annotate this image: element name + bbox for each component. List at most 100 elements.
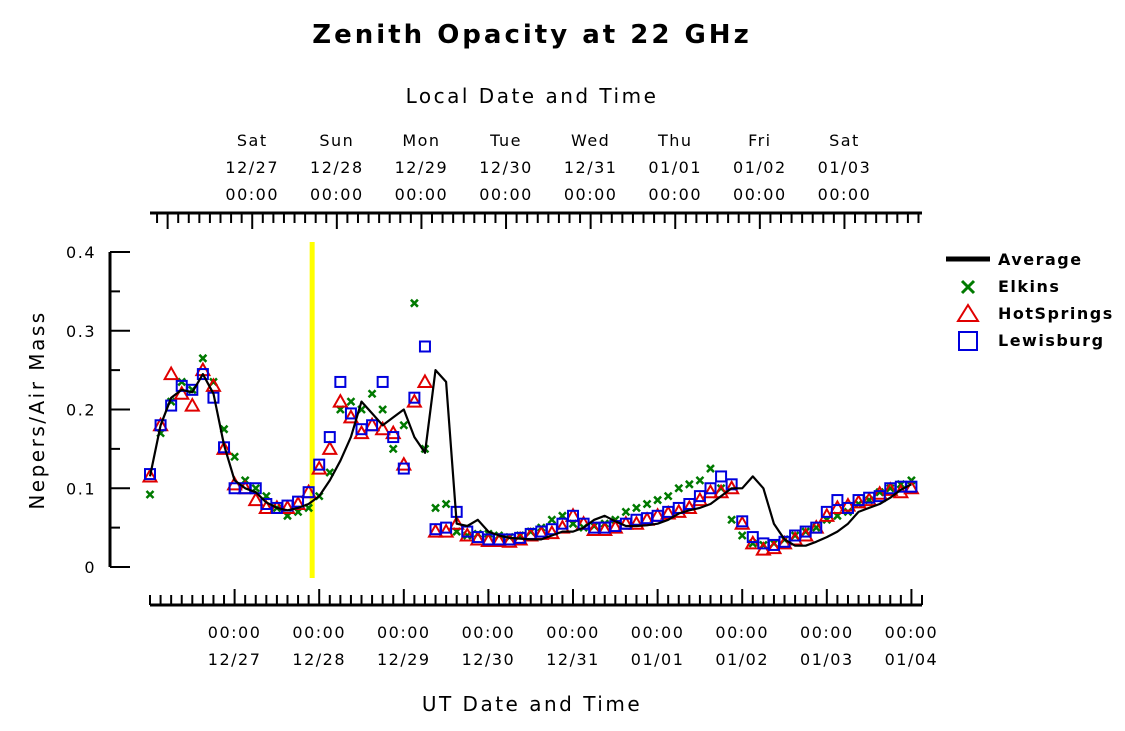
hotsprings-point	[332, 393, 349, 408]
legend-square-swatch	[958, 331, 978, 351]
lewisburg-point	[693, 490, 706, 503]
lewisburg-point	[873, 490, 886, 503]
bottom-tick-date: 01/02	[715, 650, 769, 669]
legend-label: Average	[998, 250, 1083, 269]
lewisburg-point	[292, 495, 305, 508]
lewisburg-point	[344, 407, 357, 420]
axes: 0 0.1 0.2 0.3 0.4 00:00 12/27 00:00 12/28 00:00 12…	[66, 131, 939, 669]
bottom-tick-time: 00:00	[462, 623, 516, 642]
elkins-point	[399, 420, 409, 430]
hotsprings-point	[258, 499, 275, 514]
elkins-point	[695, 475, 705, 485]
hotsprings-point	[162, 365, 180, 381]
bottom-tick-date: 12/27	[208, 650, 262, 669]
hotsprings-point	[797, 526, 814, 542]
elkins-point	[410, 298, 419, 308]
lewisburg-point	[820, 505, 833, 518]
lewisburg-point	[556, 517, 569, 530]
hotsprings-point	[184, 397, 201, 412]
bottom-tick-time: 00:00	[715, 623, 769, 642]
top-tick-date: 12/31	[564, 158, 618, 177]
hotsprings-point	[353, 424, 370, 440]
hotsprings-point	[416, 373, 434, 388]
series-lewisburg	[144, 340, 918, 551]
hotsprings-point	[585, 521, 603, 536]
hotsprings-point	[342, 408, 360, 424]
top-tick-time: 00:00	[818, 185, 872, 204]
top-tick-day: Mon	[402, 131, 440, 150]
y-tick-label: 0.2	[66, 401, 96, 420]
hotsprings-point	[501, 533, 518, 548]
elkins-point	[346, 397, 356, 407]
top-tick-date: 01/02	[733, 158, 787, 177]
y-tick-label: 0.1	[66, 479, 96, 498]
hotsprings-point	[829, 499, 846, 514]
hotsprings-point	[691, 491, 709, 507]
elkins-point	[367, 389, 377, 399]
elkins-point	[388, 444, 398, 454]
top-tick-time: 00:00	[310, 185, 364, 204]
legend-label: HotSprings	[998, 304, 1114, 323]
top-tick-day: Wed	[571, 131, 610, 150]
hotsprings-point	[490, 532, 508, 548]
top-tick-time: 00:00	[479, 185, 533, 204]
lewisburg-point	[567, 509, 580, 522]
hotsprings-point	[469, 530, 487, 546]
elkins-point	[621, 507, 631, 517]
elkins-point	[378, 405, 388, 414]
legend-label: Elkins	[998, 277, 1060, 296]
lewisburg-point	[186, 383, 199, 396]
bottom-tick-time: 00:00	[208, 623, 262, 642]
hotsprings-point	[818, 507, 836, 522]
top-tick-date: 12/30	[479, 158, 533, 177]
bottom-axis-label: UT Date and Time	[422, 692, 642, 716]
lewisburg-point	[810, 521, 823, 534]
top-tick-time: 00:00	[564, 185, 618, 204]
hotsprings-point	[659, 504, 677, 520]
y-tick-label: 0.3	[66, 322, 96, 341]
top-tick-date: 12/29	[395, 158, 449, 177]
series-average	[148, 369, 912, 547]
elkins-point	[632, 503, 641, 513]
hotsprings-point	[215, 440, 233, 455]
y-axis-label: Nepers/Air Mass	[25, 310, 49, 509]
elkins-point	[177, 377, 187, 387]
legend-triangle-swatch	[956, 303, 980, 322]
hotsprings-point	[670, 503, 687, 518]
elkins-point	[727, 515, 737, 525]
elkins-point	[642, 499, 652, 509]
top-tick-date: 12/28	[310, 158, 364, 177]
lewisburg-point	[831, 494, 844, 507]
bottom-tick-time: 00:00	[800, 623, 854, 642]
lewisburg-point	[397, 462, 410, 475]
y-tick-label: 0	[84, 558, 96, 577]
elkins-point	[145, 490, 155, 499]
legend-item-hotsprings: HotSprings	[956, 303, 1114, 323]
lewisburg-point	[334, 375, 347, 388]
hotsprings-point	[871, 485, 888, 500]
top-tick-day: Tue	[489, 131, 522, 150]
hotsprings-point	[279, 499, 296, 514]
hotsprings-point	[310, 460, 328, 475]
legend-item-average: Average	[946, 250, 1083, 269]
lewisburg-point	[144, 468, 156, 481]
hotsprings-point	[427, 523, 444, 538]
bottom-tick-time: 00:00	[292, 623, 346, 642]
top-tick-time: 00:00	[225, 185, 279, 204]
top-tick-day: Sun	[319, 131, 354, 150]
top-axis-label: Local Date and Time	[406, 84, 659, 108]
bottom-tick-date: 12/29	[377, 650, 431, 669]
elkins-point	[653, 495, 662, 505]
elkins-point	[198, 353, 208, 363]
elkins-point	[663, 491, 673, 501]
hotsprings-point	[321, 440, 338, 455]
bottom-tick-date: 01/04	[885, 650, 939, 669]
top-tick-day: Thu	[657, 131, 693, 150]
bottom-tick-date: 12/28	[292, 650, 346, 669]
hotsprings-point	[596, 521, 613, 536]
top-tick-day: Sat	[237, 131, 268, 150]
hotsprings-point	[607, 519, 624, 534]
hotsprings-point	[681, 499, 698, 514]
lewisburg-point	[408, 391, 421, 404]
elkins-point	[547, 515, 557, 525]
